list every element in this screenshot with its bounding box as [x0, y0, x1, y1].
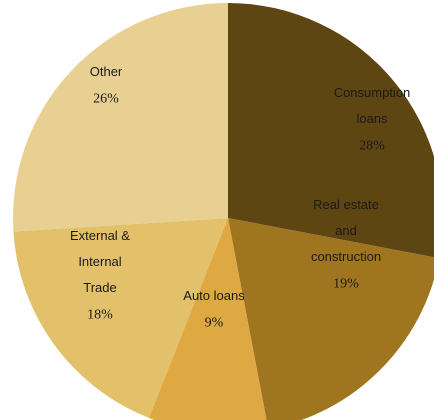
slice-category-label: loans	[356, 111, 388, 126]
pie-slice-3	[13, 218, 229, 418]
slice-value-label: 19%	[333, 277, 359, 292]
slice-value-label: 26%	[93, 92, 119, 107]
pie-slice-2	[148, 218, 267, 420]
slice-category-label: Other	[90, 64, 123, 79]
slice-category-label: Consumption	[334, 85, 411, 100]
slice-category-label: External &	[70, 228, 130, 243]
pie-slice-1	[228, 218, 434, 420]
pie-slice-4	[12, 2, 229, 232]
pie-slice-0	[228, 3, 434, 258]
slice-value-label: 9%	[205, 316, 224, 331]
slice-category-label: construction	[311, 249, 381, 264]
slice-value-label: 28%	[359, 139, 385, 154]
slice-category-label: Internal	[78, 254, 121, 269]
slice-category-label: Trade	[83, 280, 116, 295]
slice-category-label: Real estate	[313, 197, 379, 212]
pie-slices	[12, 2, 434, 420]
pie-labels: Consumption loans 28% Real estate and constru…	[70, 64, 410, 331]
slice-category-label: and	[335, 223, 357, 238]
slice-value-label: 18%	[87, 308, 113, 323]
slice-category-label: Auto loans	[183, 288, 245, 303]
